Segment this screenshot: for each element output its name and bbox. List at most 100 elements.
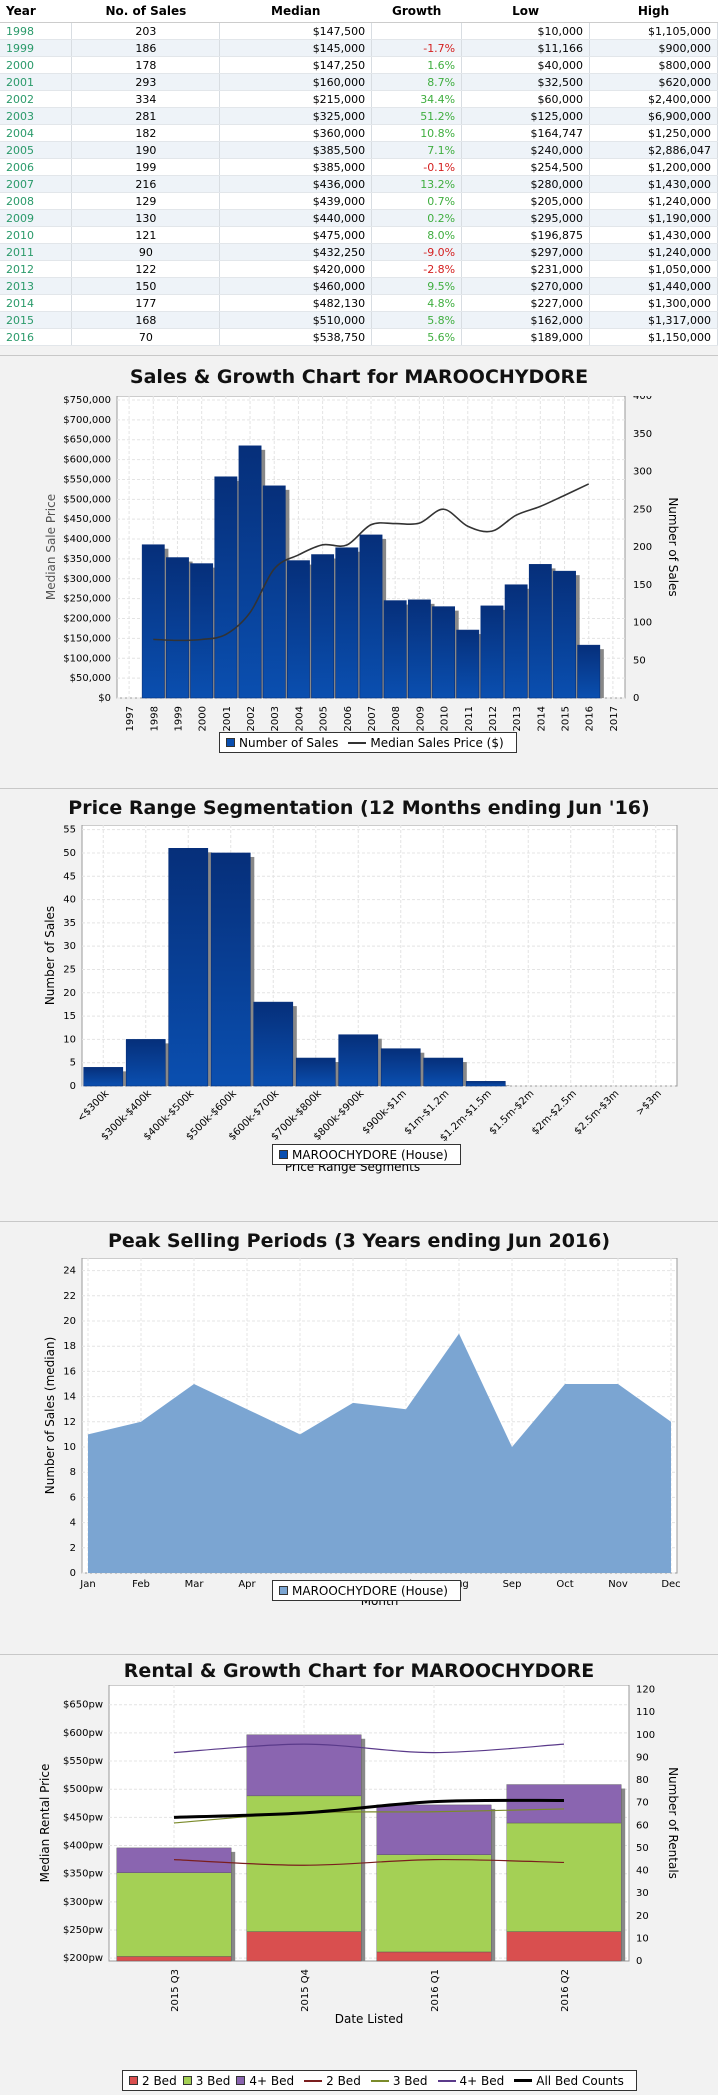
table-cell: 2003 xyxy=(0,107,73,125)
rental-price-line xyxy=(173,1743,565,1754)
table-cell: 2008 xyxy=(0,192,73,210)
y-tick-label: 55 xyxy=(63,825,76,836)
y-tick-label: 4 xyxy=(70,1518,76,1529)
table-cell: $1,150,000 xyxy=(589,328,718,346)
median-price-line xyxy=(153,483,590,642)
segment-bar xyxy=(295,1057,336,1087)
sales-growth-chart: $0 $50,000 $100,000 $150,000 $200,000 $250,00… xyxy=(44,396,680,746)
table-cell: 182 xyxy=(71,124,221,142)
table-cell: 10.8% xyxy=(371,124,463,142)
y-tick-label: 15 xyxy=(63,1011,76,1022)
legend-label: 2 Bed xyxy=(142,2073,177,2088)
table-cell: $162,000 xyxy=(461,311,591,329)
table-cell: $2,886,047 xyxy=(589,141,718,159)
legend-swatch xyxy=(279,1150,288,1159)
y-tick-label: $450,000 xyxy=(63,514,111,525)
y-axis-label: Median Sale Price xyxy=(44,494,58,600)
table-cell: $1,050,000 xyxy=(589,260,718,278)
table-row: 2016 70 $538,750 5.6% $189,000 $1,150,000 xyxy=(0,328,718,346)
segment-bar xyxy=(125,1039,166,1087)
y-tick-label: 2 xyxy=(70,1543,76,1554)
y-tick-label: $400pw xyxy=(63,1841,103,1852)
column-header: Growth xyxy=(371,0,462,23)
table-cell: $475,000 xyxy=(219,226,373,244)
legend-label: 4+ Bed xyxy=(249,2073,295,2088)
x-tick-label: Dec xyxy=(661,1579,680,1590)
table-cell: $227,000 xyxy=(461,294,591,312)
table-cell: 51.2% xyxy=(371,107,463,125)
table-cell: $215,000 xyxy=(219,90,373,108)
table-cell: $1,317,000 xyxy=(589,311,718,329)
legend-label: Median Sales Price ($) xyxy=(370,735,504,750)
y2-tick-label: 200 xyxy=(633,542,652,553)
table-cell: $1,430,000 xyxy=(589,175,718,193)
table-cell: 5.6% xyxy=(371,328,463,346)
table-cell: $254,500 xyxy=(461,158,591,176)
y2-axis-label: Number of Rentals xyxy=(666,1767,680,1879)
y2-tick-label: 110 xyxy=(636,1707,655,1718)
segment-bar xyxy=(380,1048,421,1087)
x-tick-label: $1.5m-$2m xyxy=(488,1088,537,1137)
table-row: 2007 216 $436,000 13.2% $280,000 $1,430,000 xyxy=(0,175,718,193)
segment-bar xyxy=(210,852,251,1087)
y-tick-label: $50,000 xyxy=(70,673,111,684)
x-tick-label: 2007 xyxy=(367,706,378,731)
y-tick-label: $250pw xyxy=(63,1925,103,1936)
table-cell: 0.7% xyxy=(371,192,463,210)
x-tick-label: 2016 Q1 xyxy=(430,1969,441,2012)
y-tick-label: 24 xyxy=(63,1266,76,1277)
table-cell: $60,000 xyxy=(461,90,591,108)
sales-growth-panel: Sales & Growth Chart for MAROOCHYDORE $0… xyxy=(0,355,718,779)
sales-bar xyxy=(335,547,359,699)
y-tick-label: $550,000 xyxy=(63,474,111,485)
table-cell: $1,440,000 xyxy=(589,277,718,295)
y2-tick-label: 120 xyxy=(636,1685,655,1696)
segment-bar xyxy=(465,1081,506,1087)
y-tick-label: 50 xyxy=(63,848,76,859)
table-cell: $240,000 xyxy=(461,141,591,159)
table-cell: 9.5% xyxy=(371,277,463,295)
table-cell: 34.4% xyxy=(371,90,463,108)
y2-axis-label: Number of Sales xyxy=(666,497,680,596)
chart-legend: 2 Bed 3 Bed 4+ Bed 2 Bed 3 Bed 4+ Bed All Bed … xyxy=(122,2070,637,2091)
x-tick-label: 2016 xyxy=(585,706,596,731)
y-tick-label: 10 xyxy=(63,1442,76,1453)
chart-legend: MAROOCHYDORE (House) xyxy=(272,1144,461,1165)
table-cell: $420,000 xyxy=(219,260,373,278)
table-cell: 2010 xyxy=(0,226,73,244)
rental-price-line xyxy=(173,1858,565,1866)
x-tick-label: 2004 xyxy=(294,706,305,731)
table-row: 2006 199 $385,000 -0.1% $254,500 $1,200,000 xyxy=(0,158,718,176)
table-cell: 2000 xyxy=(0,56,73,74)
table-cell: 4.8% xyxy=(371,294,463,312)
y-tick-label: $450pw xyxy=(63,1812,103,1823)
y2-tick-label: 30 xyxy=(636,1888,649,1899)
segment-bar xyxy=(338,1034,379,1087)
table-cell: $432,250 xyxy=(219,243,373,261)
y-tick-label: $600pw xyxy=(63,1728,103,1739)
table-row: 1999 186 $145,000 -1.7% $11,166 $900,000 xyxy=(0,39,718,57)
table-cell: 1998 xyxy=(0,22,73,40)
table-cell: $360,000 xyxy=(219,124,373,142)
y2-tick-label: 250 xyxy=(633,504,652,515)
column-header: High xyxy=(589,0,718,23)
table-cell: 2005 xyxy=(0,141,73,159)
rental-price-line xyxy=(173,1808,565,1824)
peak-selling-chart: 024681012141618202224JanFebMarAprMayJunJ… xyxy=(43,1258,681,1608)
legend-swatch xyxy=(437,2079,456,2082)
y-tick-label: 5 xyxy=(70,1058,76,1069)
table-cell: 178 xyxy=(71,56,221,74)
y-tick-label: 0 xyxy=(70,1568,76,1579)
table-cell: 177 xyxy=(71,294,221,312)
peak-selling-panel: Peak Selling Periods (3 Years ending Jun… xyxy=(0,1221,718,1645)
table-row: 2008 129 $439,000 0.7% $205,000 $1,240,000 xyxy=(0,192,718,210)
y-tick-label: 22 xyxy=(63,1291,76,1302)
table-cell: $440,000 xyxy=(219,209,373,227)
x-tick-label: 2014 xyxy=(536,706,547,731)
x-tick-label: Jan xyxy=(79,1579,95,1590)
table-cell: 281 xyxy=(71,107,221,125)
table-cell: 334 xyxy=(71,90,221,108)
table-row: 2005 190 $385,500 7.1% $240,000 $2,886,047 xyxy=(0,141,718,159)
x-tick-label: 2010 xyxy=(440,706,451,731)
segment-bar xyxy=(253,1001,294,1087)
